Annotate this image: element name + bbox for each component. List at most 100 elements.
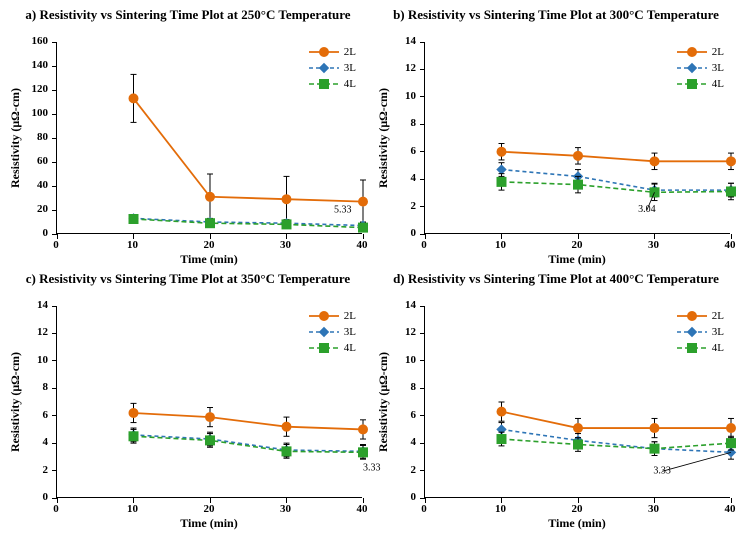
data-marker: [650, 157, 659, 166]
y-tick-label: 20: [18, 203, 48, 215]
y-tick-label: 12: [18, 326, 48, 338]
legend-swatch: [308, 45, 340, 59]
data-marker: [687, 48, 696, 57]
plot-area: 3.33024681012140102030402L3L4L: [424, 306, 730, 498]
series-line-s2L: [134, 413, 364, 429]
y-tick-label: 2: [386, 200, 416, 212]
x-tick-label: 30: [271, 239, 301, 251]
x-tick-label: 10: [486, 239, 516, 251]
y-tick-label: 140: [18, 59, 48, 71]
data-marker: [129, 215, 138, 224]
legend-label: 2L: [344, 310, 356, 322]
data-marker: [727, 187, 736, 196]
y-tick-label: 100: [18, 107, 48, 119]
panel-c: c) Resistivity vs Sintering Time Plot at…: [8, 272, 368, 532]
legend-label: 2L: [712, 46, 724, 58]
panel-title: c) Resistivity vs Sintering Time Plot at…: [8, 272, 368, 287]
data-marker: [687, 80, 696, 89]
series-line-s2L: [502, 152, 732, 162]
data-marker: [319, 328, 328, 337]
legend-swatch: [308, 77, 340, 91]
x-tick-label: 40: [347, 503, 377, 515]
legend-label: 4L: [712, 342, 724, 354]
x-axis-label: Time (min): [56, 252, 362, 268]
legend-item: 4L: [676, 76, 724, 92]
panel-title-text: Resistivity vs Sintering Time Plot at 30…: [408, 7, 719, 22]
x-tick-label: 0: [41, 239, 71, 251]
y-tick-label: 4: [18, 436, 48, 448]
y-tick-label: 40: [18, 179, 48, 191]
panel-title: a) Resistivity vs Sintering Time Plot at…: [8, 8, 368, 23]
data-marker: [687, 344, 696, 353]
legend-swatch: [308, 325, 340, 339]
data-marker: [359, 197, 368, 206]
data-marker: [319, 312, 328, 321]
legend: 2L 3L 4L: [308, 44, 356, 92]
data-marker: [129, 432, 138, 441]
y-tick-label: 2: [386, 464, 416, 476]
x-tick-label: 20: [562, 239, 592, 251]
legend-item: 2L: [308, 44, 356, 60]
y-tick-label: 12: [386, 326, 416, 338]
y-tick-label: 6: [386, 145, 416, 157]
x-tick-label: 0: [41, 503, 71, 515]
data-marker: [497, 165, 506, 174]
series-line-s2L: [502, 412, 732, 428]
y-tick-label: 14: [386, 299, 416, 311]
legend-swatch: [676, 325, 708, 339]
y-tick-label: 8: [386, 117, 416, 129]
panel-title: b) Resistivity vs Sintering Time Plot at…: [376, 8, 736, 23]
data-marker: [727, 439, 736, 448]
legend-swatch: [676, 45, 708, 59]
data-marker: [319, 80, 328, 89]
legend-swatch: [308, 309, 340, 323]
data-marker: [359, 425, 368, 434]
x-tick-label: 20: [194, 503, 224, 515]
series-line-s2L: [134, 98, 364, 201]
data-marker: [687, 328, 696, 337]
legend: 2L3L4L: [308, 308, 356, 356]
legend-label: 4L: [344, 342, 356, 354]
data-marker: [206, 192, 215, 201]
series-line-s3L: [502, 170, 732, 191]
data-marker: [497, 177, 506, 186]
data-marker: [319, 64, 328, 73]
legend-label: 2L: [712, 310, 724, 322]
legend-swatch: [676, 309, 708, 323]
legend-label: 3L: [344, 62, 356, 74]
plot-area: 3.04024681012140102030402L3L4L: [424, 42, 730, 234]
x-tick-label: 40: [347, 239, 377, 251]
legend-item: 2L: [308, 308, 356, 324]
legend-swatch: [308, 341, 340, 355]
data-marker: [359, 448, 368, 457]
data-marker: [727, 424, 736, 433]
plot-area: 3.33024681012140102030402L3L4L: [56, 306, 362, 498]
data-marker: [206, 413, 215, 422]
data-marker: [727, 157, 736, 166]
legend-label: 4L: [344, 78, 356, 90]
data-marker: [129, 94, 138, 103]
legend-swatch: [676, 341, 708, 355]
legend-item: 3L: [308, 60, 356, 76]
x-tick-label: 0: [409, 239, 439, 251]
annotation-text: 3.33: [653, 465, 671, 476]
data-marker: [497, 407, 506, 416]
data-marker: [206, 436, 215, 445]
x-tick-label: 40: [715, 503, 744, 515]
legend-item: 4L: [308, 340, 356, 356]
legend-swatch: [676, 77, 708, 91]
legend-label: 3L: [712, 326, 724, 338]
x-tick-label: 30: [271, 503, 301, 515]
data-marker: [574, 424, 583, 433]
data-marker: [687, 312, 696, 321]
x-tick-label: 0: [409, 503, 439, 515]
series-line-s4L: [134, 219, 364, 228]
panel-title-text: Resistivity vs Sintering Time Plot at 25…: [40, 7, 351, 22]
annotation-text: 5.33: [334, 204, 352, 215]
y-tick-label: 2: [18, 464, 48, 476]
panel-label: c): [26, 271, 36, 286]
y-tick-label: 12: [386, 62, 416, 74]
legend-item: 4L: [676, 340, 724, 356]
data-marker: [687, 64, 696, 73]
y-tick-label: 120: [18, 83, 48, 95]
